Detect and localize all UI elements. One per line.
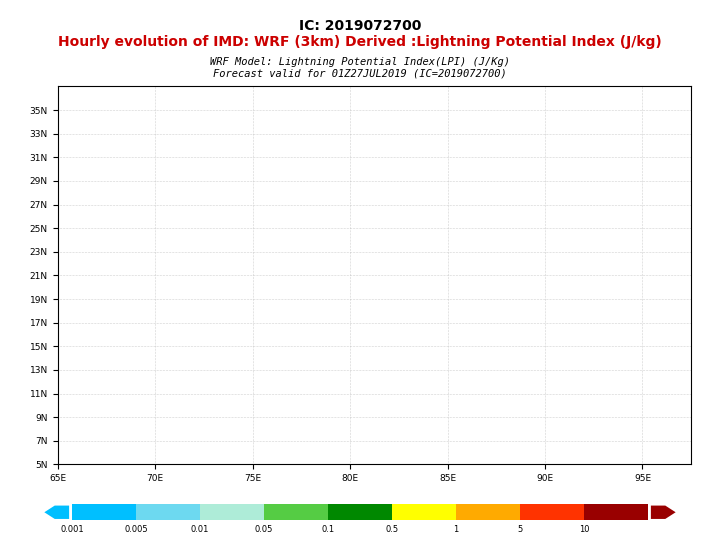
Text: 0.01: 0.01 <box>191 525 210 534</box>
Text: Hourly evolution of IMD: WRF (3km) Derived :Lightning Potential Index (J/kg): Hourly evolution of IMD: WRF (3km) Deriv… <box>58 35 662 49</box>
Text: IC: 2019072700: IC: 2019072700 <box>299 19 421 33</box>
Bar <box>392 504 456 520</box>
Bar <box>520 504 584 520</box>
FancyArrow shape <box>45 505 69 519</box>
Text: 10: 10 <box>579 525 589 534</box>
Text: 5: 5 <box>518 525 523 534</box>
Text: 0.1: 0.1 <box>321 525 335 534</box>
Text: 0.001: 0.001 <box>60 525 84 534</box>
Bar <box>584 504 648 520</box>
FancyArrow shape <box>651 505 675 519</box>
Text: 1: 1 <box>454 525 459 534</box>
Bar <box>328 504 392 520</box>
Text: Forecast valid for 01Z27JUL2019 (IC=2019072700): Forecast valid for 01Z27JUL2019 (IC=2019… <box>213 69 507 79</box>
Text: 0.05: 0.05 <box>255 525 273 534</box>
Bar <box>456 504 520 520</box>
Bar <box>200 504 264 520</box>
Bar <box>136 504 200 520</box>
Text: 0.005: 0.005 <box>124 525 148 534</box>
Bar <box>72 504 136 520</box>
Text: WRF Model: Lightning Potential Index(LPI) (J/Kg): WRF Model: Lightning Potential Index(LPI… <box>210 57 510 67</box>
Bar <box>264 504 328 520</box>
Text: 0.5: 0.5 <box>385 525 399 534</box>
